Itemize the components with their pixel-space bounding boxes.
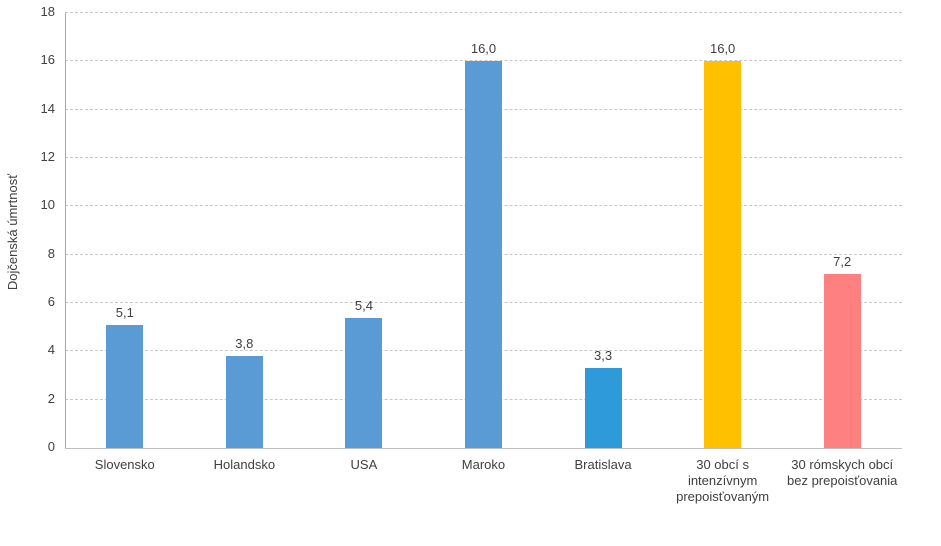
y-tick-label: 14 (40, 100, 55, 116)
y-tick-label: 2 (47, 390, 55, 406)
y-tick-label: 18 (40, 4, 55, 19)
y-tick-label: 16 (40, 52, 55, 68)
x-category-label: 30 obcí s intenzívnym prepoisťovaným (676, 457, 770, 504)
y-tick-label: 4 (47, 342, 55, 358)
value-label: 3,3 (594, 348, 613, 364)
x-category-label: Holandsko (213, 457, 276, 472)
y-tick-label: 8 (47, 245, 55, 261)
value-label: 16,0 (709, 41, 736, 57)
value-label: 5,1 (115, 304, 134, 320)
x-category-label: Bratislava (574, 457, 632, 472)
value-label: 5,4 (354, 297, 373, 313)
bar-1 (106, 324, 144, 448)
gridline-y18 (65, 12, 902, 13)
x-category-label: Maroko (461, 457, 506, 472)
bar-3 (345, 317, 383, 448)
x-category-label: 30 rómskych obcí bez prepoisťovania (787, 457, 898, 488)
bar-6 (704, 61, 742, 448)
x-category-label: USA (350, 457, 378, 472)
value-label: 16,0 (470, 41, 497, 57)
y-axis-title: Dojčenská úmrtnosť (5, 173, 20, 291)
x-category-label: Slovensko (94, 457, 155, 472)
y-tick-label: 12 (40, 149, 55, 164)
y-tick-label: 0 (47, 439, 55, 454)
bar-2 (225, 356, 263, 448)
value-label: 3,8 (235, 336, 254, 352)
y-axis-line (65, 13, 66, 448)
gridline-y16 (65, 60, 902, 62)
y-tick-label: 10 (40, 197, 55, 213)
bar-5 (584, 368, 622, 448)
bar-7 (823, 274, 861, 448)
y-tick-label: 6 (47, 294, 55, 309)
value-label: 7,2 (833, 254, 852, 269)
x-axis-line (65, 448, 902, 449)
bar-4 (465, 61, 502, 448)
